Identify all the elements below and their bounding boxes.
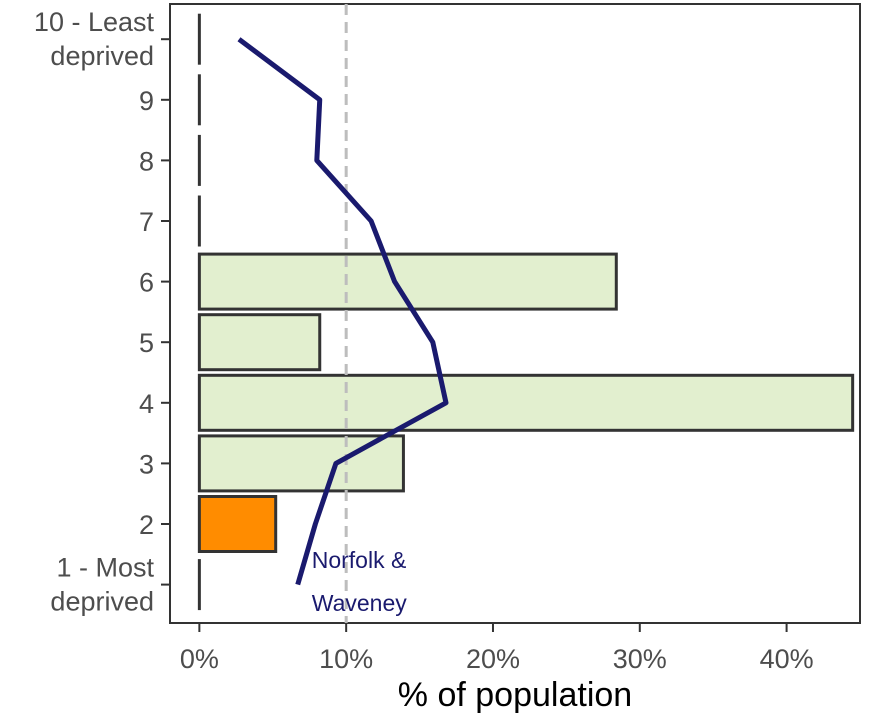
y-tick-label-9: 9	[139, 86, 154, 116]
series-label-line: Waveney	[312, 590, 408, 616]
y-tick-label-line: 1 - Most	[56, 553, 154, 583]
bar-decile-4	[197, 373, 855, 432]
x-tick-label: 40%	[760, 644, 814, 674]
y-tick-label-line: 10 - Least	[34, 7, 155, 37]
x-tick-label: 0%	[180, 644, 219, 674]
y-tick-label-2: 2	[139, 510, 154, 540]
bar-decile-5	[197, 313, 322, 372]
x-tick-label: 10%	[319, 644, 373, 674]
y-tick-label-4: 4	[139, 389, 154, 419]
y-tick-label-10: 10 - Least deprived	[34, 7, 155, 71]
x-axis-title: % of population	[398, 676, 632, 714]
x-axis: 0% 10% 20% 30% 40%	[180, 623, 814, 674]
y-tick-label-8: 8	[139, 146, 154, 176]
x-tick-label: 30%	[613, 644, 667, 674]
y-tick-label-1: 1 - Most deprived	[50, 553, 154, 617]
series-line-norfolk-waveney	[237, 37, 449, 586]
y-tick-label-3: 3	[139, 449, 154, 479]
x-tick-label: 20%	[466, 644, 520, 674]
y-tick-label-line: deprived	[50, 41, 154, 71]
series-label-norfolk-waveney: Norfolk & Waveney	[312, 547, 408, 616]
y-tick-label-5: 5	[139, 328, 154, 358]
y-tick-label-7: 7	[139, 207, 154, 237]
bars-layer	[197, 252, 855, 553]
series-label-line: Norfolk &	[312, 547, 407, 573]
bar-decile-2	[197, 495, 278, 553]
y-tick-label-line: deprived	[50, 587, 154, 617]
y-tick-label-6: 6	[139, 268, 154, 298]
y-axis: 1 - Most deprived 2 3 4 5 6 7 8 9 10 - Least depriv…	[34, 7, 170, 617]
